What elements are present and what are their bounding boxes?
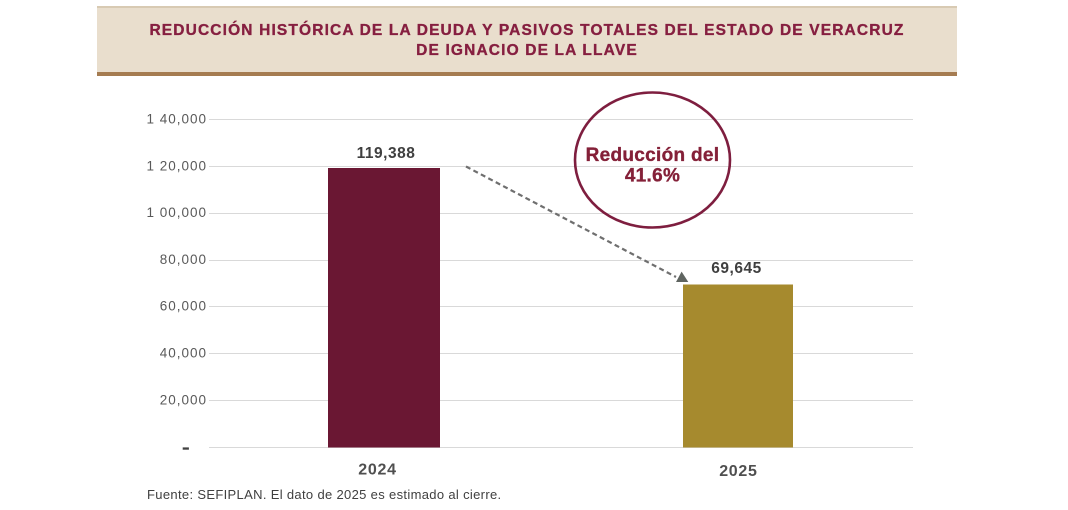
svg-text:80,000: 80,000 <box>160 252 207 267</box>
svg-text:40,000: 40,000 <box>160 346 207 361</box>
svg-text:60,000: 60,000 <box>160 299 207 314</box>
svg-text:Fuente: SEFIPLAN. El dato de 2: Fuente: SEFIPLAN. El dato de 2025 es est… <box>147 487 502 502</box>
svg-text:20,000: 20,000 <box>160 392 207 407</box>
svg-text:69,645: 69,645 <box>711 260 761 277</box>
svg-text:1 00,000: 1 00,000 <box>146 205 207 220</box>
svg-text:1 40,000: 1 40,000 <box>146 112 207 127</box>
svg-text:1 20,000: 1 20,000 <box>146 158 207 173</box>
svg-text:119,388: 119,388 <box>357 145 416 162</box>
svg-text:41.6%: 41.6% <box>625 166 680 187</box>
svg-text:2025: 2025 <box>719 463 757 480</box>
svg-text:2024: 2024 <box>358 462 396 479</box>
svg-text:Reducción del: Reducción del <box>586 145 720 166</box>
